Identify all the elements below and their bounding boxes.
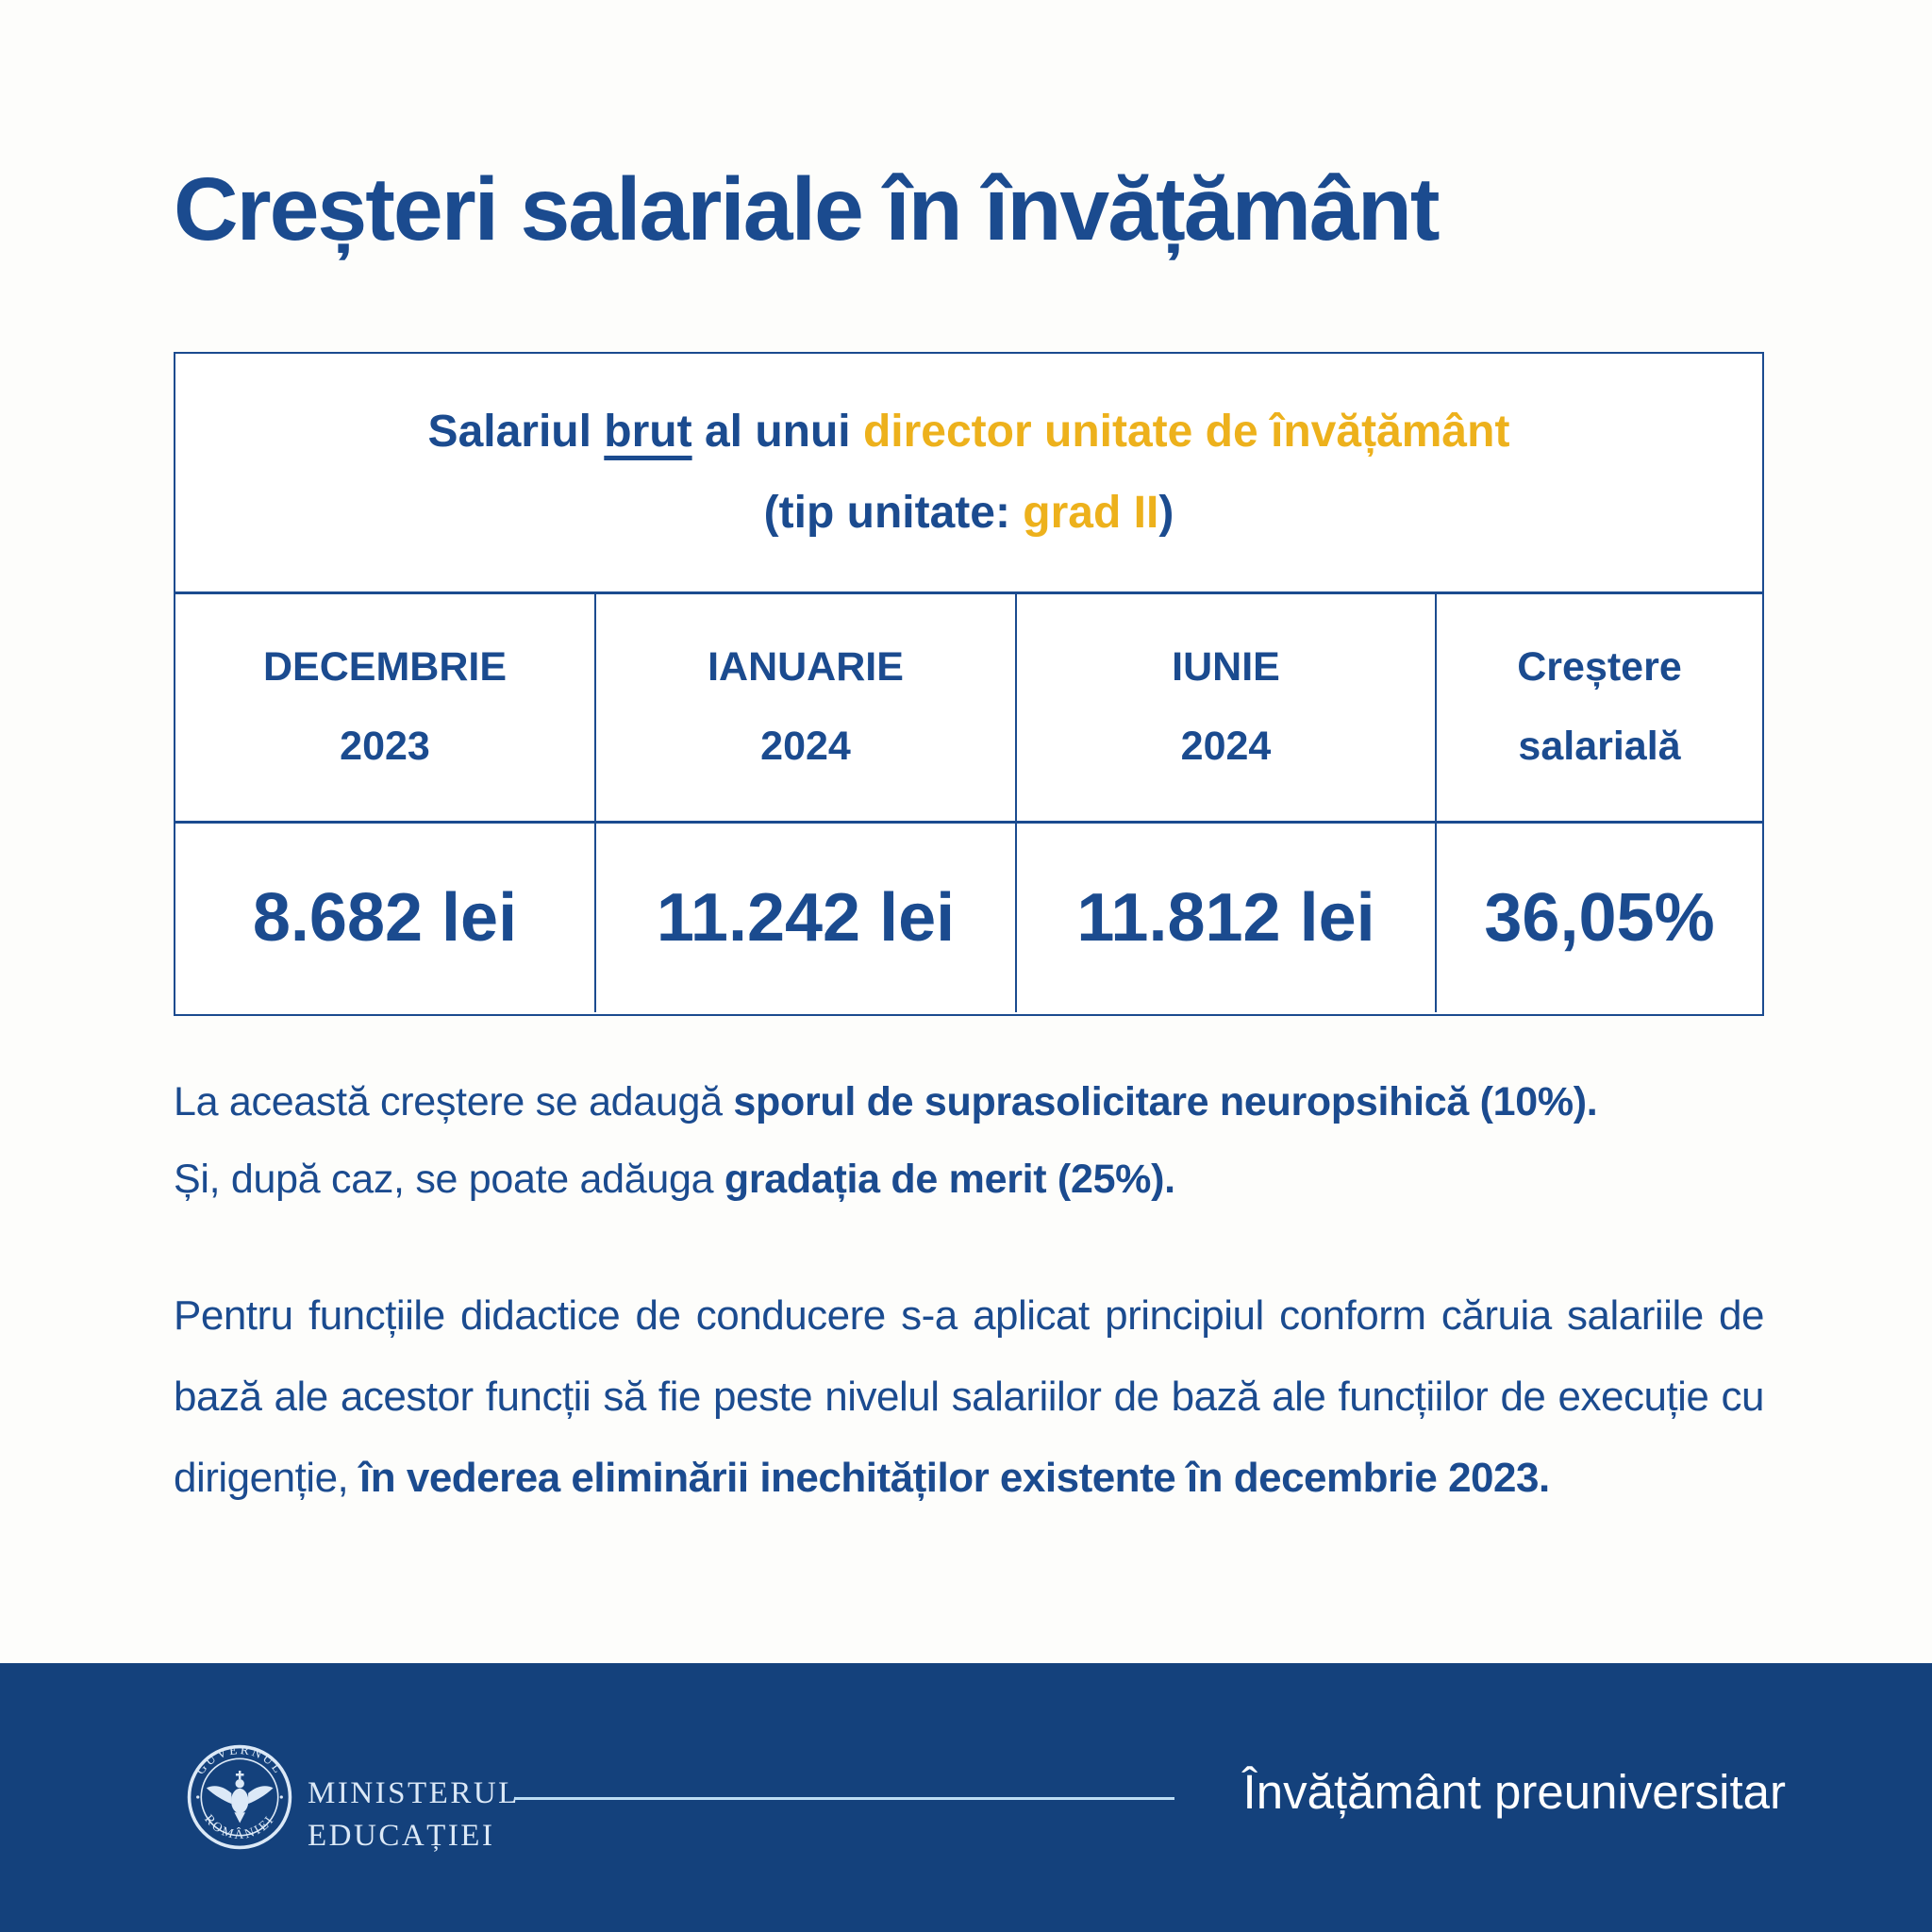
salary-value-ianuarie-2024: 11.242 lei — [596, 824, 1017, 1012]
eagle-emblem-icon — [206, 1771, 274, 1824]
column-header-month: DECEMBRIE — [262, 644, 508, 691]
footer-divider — [514, 1797, 1174, 1800]
table-title-seg1: Salariul — [427, 406, 605, 457]
column-header-month: IUNIE — [1172, 644, 1280, 691]
column-header-decembrie-2023: DECEMBRIE 2023 — [175, 594, 596, 824]
notes-block: La această creștere se adaugă sporul de … — [174, 1064, 1777, 1218]
column-header-ianuarie-2024: IANUARIE 2024 — [596, 594, 1017, 824]
ministry-line2: EDUCAȚIEI — [308, 1818, 495, 1853]
paragraph-bold: în vederea eliminării inechităților exis… — [359, 1454, 1550, 1501]
column-header-crestere-salariala: Creștere salarială — [1437, 594, 1762, 824]
ministry-line1: MINISTERUL — [308, 1776, 520, 1810]
column-header-iunie-2024: IUNIE 2024 — [1017, 594, 1437, 824]
paragraph-regular: Pentru funcțiile didactice de conducere … — [174, 1292, 1765, 1501]
note2-regular: Și, după caz, se poate adăuga — [174, 1156, 724, 1202]
table-title-seg3: al unui — [691, 406, 863, 457]
note1-bold: sporul de suprasolicitare neuropsihică (… — [733, 1079, 1598, 1124]
column-header-line2: salarială — [1518, 724, 1681, 769]
table-title-brut: brut — [604, 406, 692, 457]
table-title-grad: grad II — [1023, 488, 1159, 538]
note1-regular: La această creștere se adaugă — [174, 1079, 734, 1124]
footer-tagline: Învățământ preuniversitar — [1242, 1765, 1786, 1819]
table-title-paren: ) — [1158, 488, 1174, 538]
note-gradatie-merit: Și, după caz, se poate adăuga gradația d… — [174, 1141, 1777, 1219]
salary-value-decembrie-2023: 8.682 lei — [175, 824, 596, 1012]
ministry-label: MINISTERUL EDUCAȚIEI — [308, 1773, 520, 1857]
page-title: Creșteri salariale în învățământ — [174, 159, 1441, 259]
table-title-tip-unitate: (tip unitate: — [763, 488, 1024, 538]
column-header-year: 2024 — [760, 724, 851, 769]
column-header-line1: Creștere — [1517, 644, 1682, 691]
column-header-month: IANUARIE — [708, 644, 904, 691]
footer-bar: GUVERNUL ROMÂNIEI MINISTERUL EDUCAȚIEI Î… — [0, 1663, 1932, 1932]
note2-bold: gradația de merit (25%). — [724, 1156, 1175, 1202]
column-header-year: 2024 — [1180, 724, 1272, 769]
salary-increase-percentage: 36,05% — [1484, 880, 1715, 956]
explanation-paragraph: Pentru funcțiile didactice de conducere … — [174, 1275, 1765, 1518]
salary-value-iunie-2024: 11.812 lei — [1017, 824, 1437, 1012]
column-header-year: 2023 — [340, 724, 430, 769]
table-title: Salariul brut al unui director unitate d… — [175, 354, 1762, 594]
note-neuropsihic: La această creștere se adaugă sporul de … — [174, 1064, 1777, 1141]
salary-table: Salariul brut al unui director unitate d… — [174, 352, 1764, 1016]
government-of-romania-seal-icon: GUVERNUL ROMÂNIEI — [187, 1744, 292, 1850]
table-title-director: director unitate de învățământ — [862, 406, 1510, 457]
table-title-line2: (tip unitate: grad II) — [764, 473, 1174, 554]
table-title-line1: Salariul brut al unui director unitate d… — [428, 391, 1510, 473]
